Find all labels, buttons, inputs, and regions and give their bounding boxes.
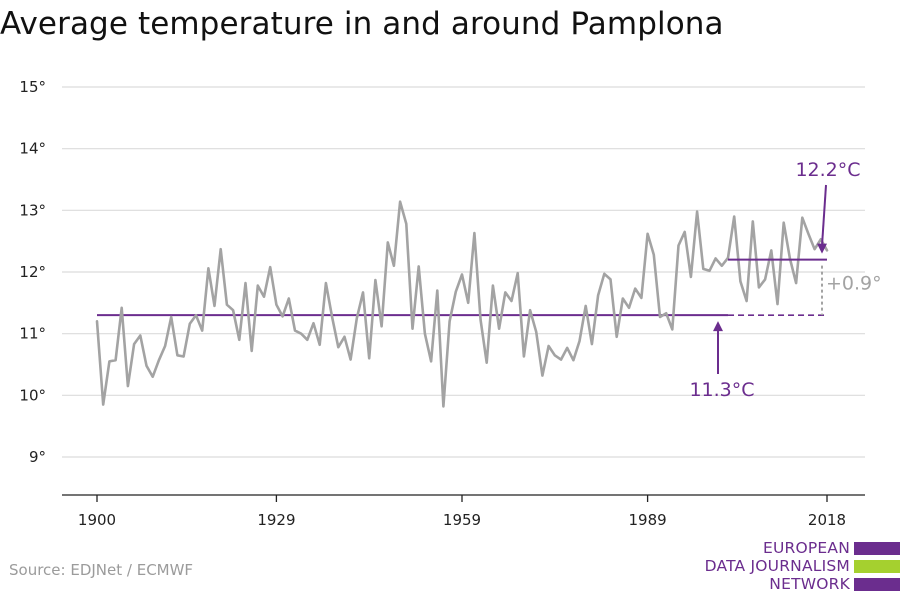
logo-bar-2 (854, 560, 900, 573)
x-tick-label: 1989 (628, 511, 666, 529)
chart-title: Average temperature in and around Pamplo… (0, 6, 724, 42)
x-tick-label: 1959 (443, 511, 481, 529)
y-tick-label: 12° (19, 263, 46, 281)
logo-line-3: NETWORK (769, 575, 850, 593)
edjnet-logo[interactable]: EUROPEAN DATA JOURNALISM NETWORK (700, 539, 900, 595)
recent-avg-arrow-head (817, 243, 827, 254)
recent-avg-label: 12.2°C (795, 159, 860, 181)
source-note: Source: EDJNet / ECMWF (9, 561, 194, 579)
y-tick-label: 14° (19, 140, 46, 158)
y-tick-label: 15° (19, 78, 46, 96)
recent-avg-arrow-shaft (821, 184, 827, 246)
difference-label: +0.9° (826, 272, 882, 294)
logo-bar-3 (854, 578, 900, 591)
baseline-avg-label: 11.3°C (689, 379, 754, 401)
baseline-avg-arrow-head (713, 321, 723, 332)
y-tick-label: 10° (19, 386, 46, 404)
y-tick-label: 11° (19, 325, 46, 343)
x-tick-label: 1929 (257, 511, 295, 529)
logo-bar-1 (854, 542, 900, 555)
y-tick-label: 13° (19, 201, 46, 219)
temperature-series-line (95, 200, 829, 408)
logo-line-1: EUROPEAN (762, 539, 850, 557)
logo-line-2: DATA JOURNALISM (704, 557, 850, 575)
x-tick-label: 2018 (808, 511, 846, 529)
x-tick-label: 1900 (78, 511, 116, 529)
y-tick-label: 9° (29, 448, 46, 466)
